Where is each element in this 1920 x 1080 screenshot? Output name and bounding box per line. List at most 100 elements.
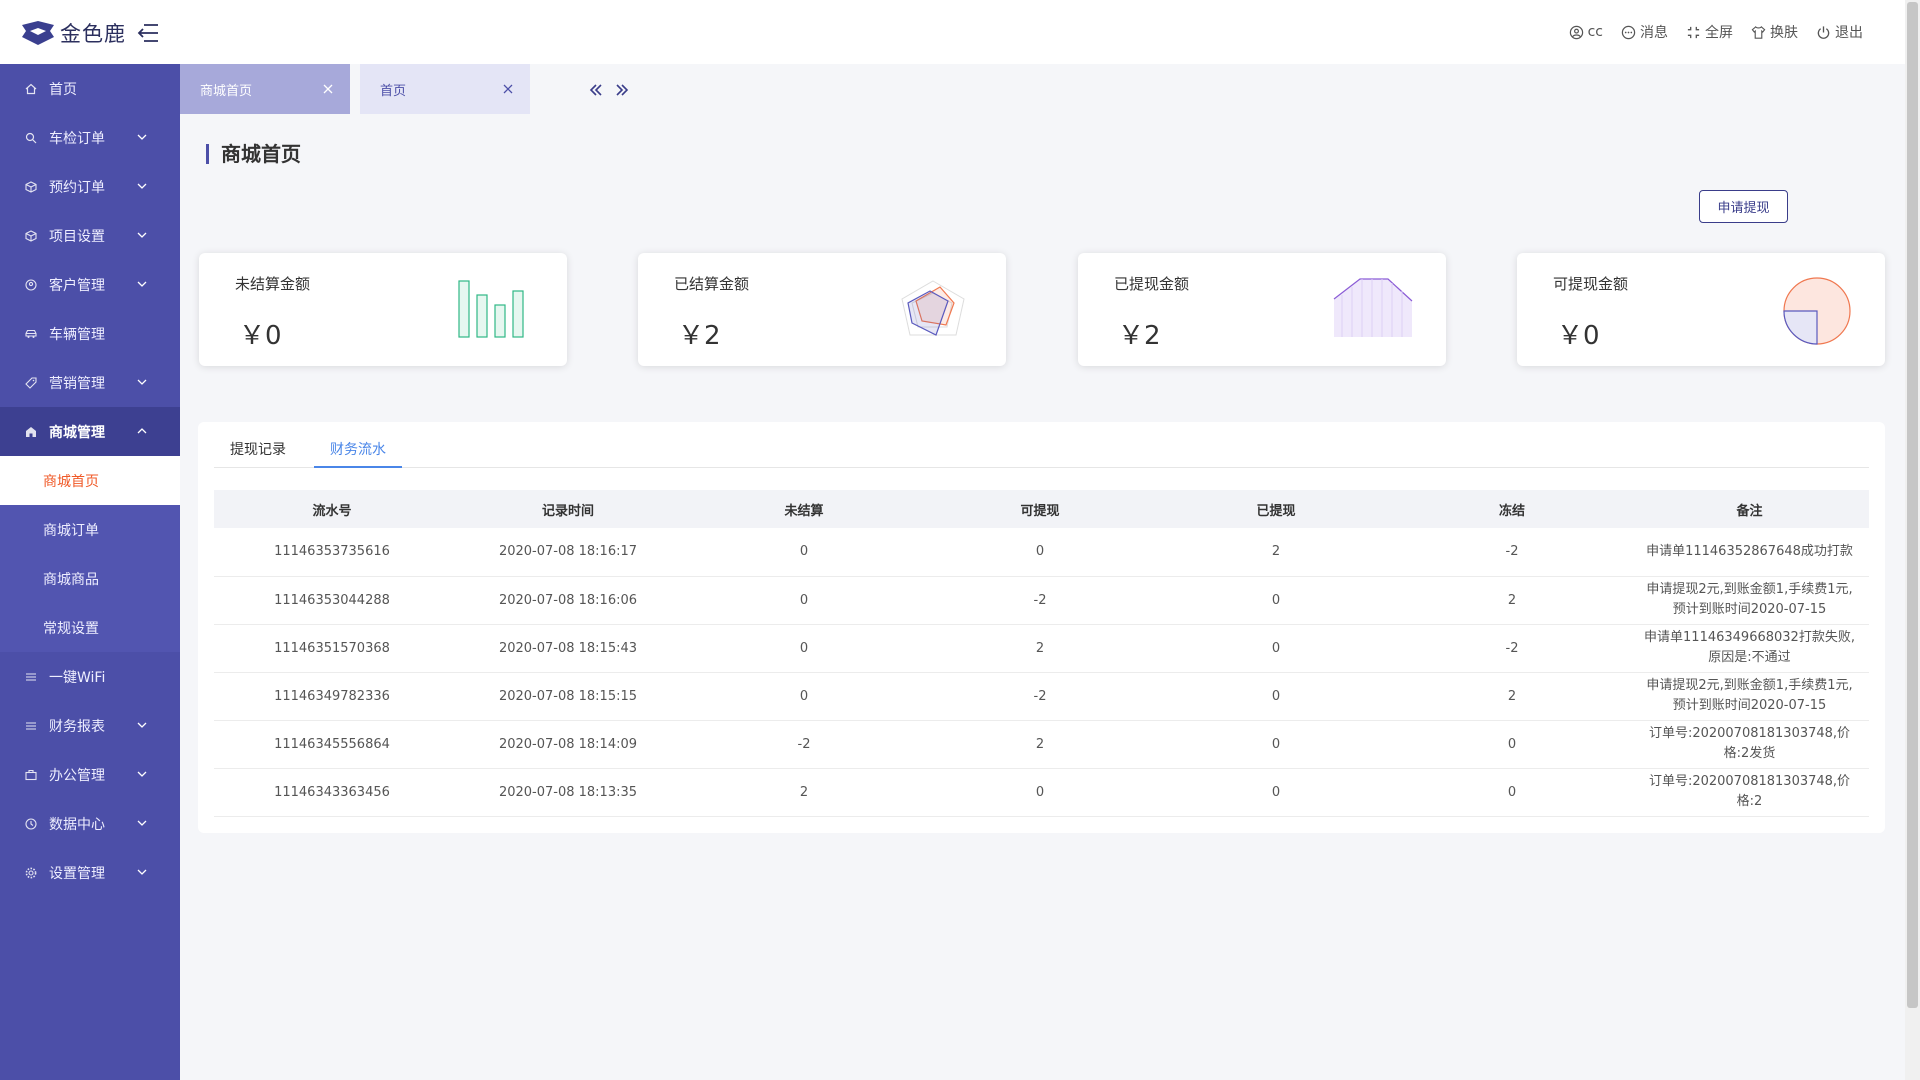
tab-withdrawal-records[interactable]: 提现记录 <box>230 442 286 458</box>
cell-serial: 11146345556864 <box>274 736 390 752</box>
tab-home[interactable]: 首页 <box>360 64 530 114</box>
tag-icon <box>25 376 37 389</box>
power-icon <box>1817 25 1830 39</box>
fullscreen-button[interactable]: 全屏 <box>1686 22 1733 42</box>
cell-withdrawable: -2 <box>1033 592 1047 608</box>
column-header: 已提现 <box>1256 503 1296 519</box>
skin-button[interactable]: 换肤 <box>1751 22 1798 42</box>
deer-logo-icon <box>22 21 54 45</box>
panel-tabs: 提现记录 财务流水 <box>214 438 1869 468</box>
cell-note: 申请单11146349668032打款失败,原因是:不通过 <box>1644 630 1855 665</box>
sidebar-item-label: 数据中心 <box>49 816 105 833</box>
submenu-item-mall-orders[interactable]: 商城订单 <box>0 505 180 554</box>
briefcase-icon <box>25 769 37 780</box>
submenu-item-mall-products[interactable]: 商城商品 <box>0 554 180 603</box>
cell-time: 2020-07-08 18:13:35 <box>498 784 638 800</box>
fullscreen-label: 全屏 <box>1705 25 1733 41</box>
cell-note: 订单号:202007081813​03748,价格:2发货 <box>1648 726 1851 761</box>
skin-icon <box>1751 25 1766 39</box>
messages-button[interactable]: 消息 <box>1621 22 1668 42</box>
chevron-down-icon <box>137 820 147 826</box>
sidebar-item-label: 项目设置 <box>49 228 105 245</box>
table-header-row: 流水号 记录时间 未结算 可提现 已提现 冻结 备注 <box>214 490 1869 528</box>
sidebar-item-financial-reports[interactable]: 财务报表 <box>0 701 180 750</box>
chevron-down-icon <box>137 869 147 875</box>
logout-button[interactable]: 退出 <box>1816 22 1863 42</box>
close-icon[interactable] <box>502 83 514 95</box>
cell-withdrawn: 2 <box>1271 544 1281 560</box>
cell-withdrawn: 0 <box>1271 688 1281 704</box>
page-scrollbar[interactable] <box>1905 0 1920 1080</box>
cell-unsettled: 0 <box>799 592 809 608</box>
tab-label: 首页 <box>380 83 407 99</box>
tab-label: 商城首页 <box>200 83 253 99</box>
sidebar-item-wifi[interactable]: 一键WiFi <box>0 652 180 701</box>
cell-frozen: 2 <box>1507 592 1517 608</box>
submenu-item-label: 商城商品 <box>43 571 99 588</box>
logo[interactable]: 金色鹿 <box>20 18 160 48</box>
submenu-item-general-settings[interactable]: 常规设置 <box>0 603 180 652</box>
cell-time: 2020-07-08 18:14:09 <box>498 736 638 752</box>
cell-withdrawable: 0 <box>1035 544 1045 560</box>
brand-name: 金色鹿 <box>60 22 126 46</box>
user-name: cc <box>1587 24 1603 40</box>
cell-serial: 11146353044288 <box>274 592 390 608</box>
sidebar-item-data-center[interactable]: 数据中心 <box>0 799 180 848</box>
cell-serial: 11146353735616 <box>274 544 390 560</box>
close-icon[interactable] <box>322 83 334 95</box>
user-menu[interactable]: cc <box>1569 22 1603 42</box>
sidebar-item-settings-management[interactable]: 设置管理 <box>0 848 180 897</box>
shop-icon <box>26 426 36 437</box>
table-row: 11146343363456 2020-07-08 18:13:35 2 0 0… <box>214 768 1869 816</box>
sidebar-item-label: 设置管理 <box>49 865 105 882</box>
card-amount: ￥2 <box>1118 321 1161 351</box>
card-amount: ￥2 <box>678 321 721 351</box>
scroll-left-icon[interactable] <box>588 82 604 98</box>
apply-withdrawal-button[interactable]: 申请提现 <box>1699 190 1788 223</box>
home-icon <box>25 83 37 94</box>
sidebar-item-project-settings[interactable]: 项目设置 <box>0 211 180 260</box>
cell-withdrawable: 2 <box>1035 736 1045 752</box>
tab-financial-flow[interactable]: 财务流水 <box>314 438 402 468</box>
chevron-down-icon <box>137 134 147 140</box>
scrollbar-thumb[interactable] <box>1907 2 1918 1008</box>
tab-mall-home[interactable]: 商城首页 <box>180 64 350 114</box>
sidebar-item-inspection-orders[interactable]: 车检订单 <box>0 113 180 162</box>
cell-time: 2020-07-08 18:15:43 <box>498 640 638 656</box>
chevron-up-icon <box>137 428 147 434</box>
cell-frozen: 0 <box>1507 736 1517 752</box>
sidebar-item-customer-management[interactable]: 客户管理 <box>0 260 180 309</box>
submenu-item-label: 商城订单 <box>43 522 99 539</box>
cell-note: 申请单11146352867648成功打款 <box>1646 543 1853 559</box>
cell-serial: 11146349782336 <box>274 688 390 704</box>
submenu-item-mall-home[interactable]: 商城首页 <box>0 456 180 505</box>
list-icon <box>26 672 36 681</box>
sidebar-item-office-management[interactable]: 办公管理 <box>0 750 180 799</box>
cell-unsettled: -2 <box>797 736 811 752</box>
sidebar-item-label: 营销管理 <box>49 375 105 392</box>
cell-frozen: 0 <box>1507 784 1517 800</box>
cell-withdrawn: 0 <box>1271 592 1281 608</box>
sidebar-item-home[interactable]: 首页 <box>0 64 180 113</box>
car-icon <box>25 329 37 338</box>
scroll-right-icon[interactable] <box>614 82 630 98</box>
cell-time: 2020-07-08 18:16:06 <box>498 592 638 608</box>
card-amount: ￥0 <box>239 321 282 351</box>
cell-note: 订单号:20200708181303748,价格:2 <box>1648 774 1851 809</box>
cell-note: 申请提现2元,到账金额1,手续费1元,预计到账时间2020-07-15 <box>1646 678 1853 713</box>
table-row: 11146345556864 2020-07-08 18:14:09 -2 2 … <box>214 720 1869 768</box>
chevron-down-icon <box>137 183 147 189</box>
cell-serial: 11146351570368 <box>274 640 390 656</box>
chevron-down-icon <box>137 232 147 238</box>
card-unsettled: 未结算金额 ￥0 <box>199 253 567 366</box>
card-label: 可提现金额 <box>1553 275 1629 293</box>
menu-collapse-icon[interactable] <box>136 22 160 44</box>
pie-chart-icon <box>1783 277 1851 345</box>
sidebar-item-appointment-orders[interactable]: 预约订单 <box>0 162 180 211</box>
list-icon <box>26 721 36 730</box>
sidebar-item-mall-management[interactable]: 商城管理 <box>0 407 180 456</box>
sidebar-item-vehicle-management[interactable]: 车辆管理 <box>0 309 180 358</box>
sidebar-item-marketing[interactable]: 营销管理 <box>0 358 180 407</box>
column-header: 流水号 <box>312 503 352 519</box>
cube-icon <box>25 229 37 242</box>
